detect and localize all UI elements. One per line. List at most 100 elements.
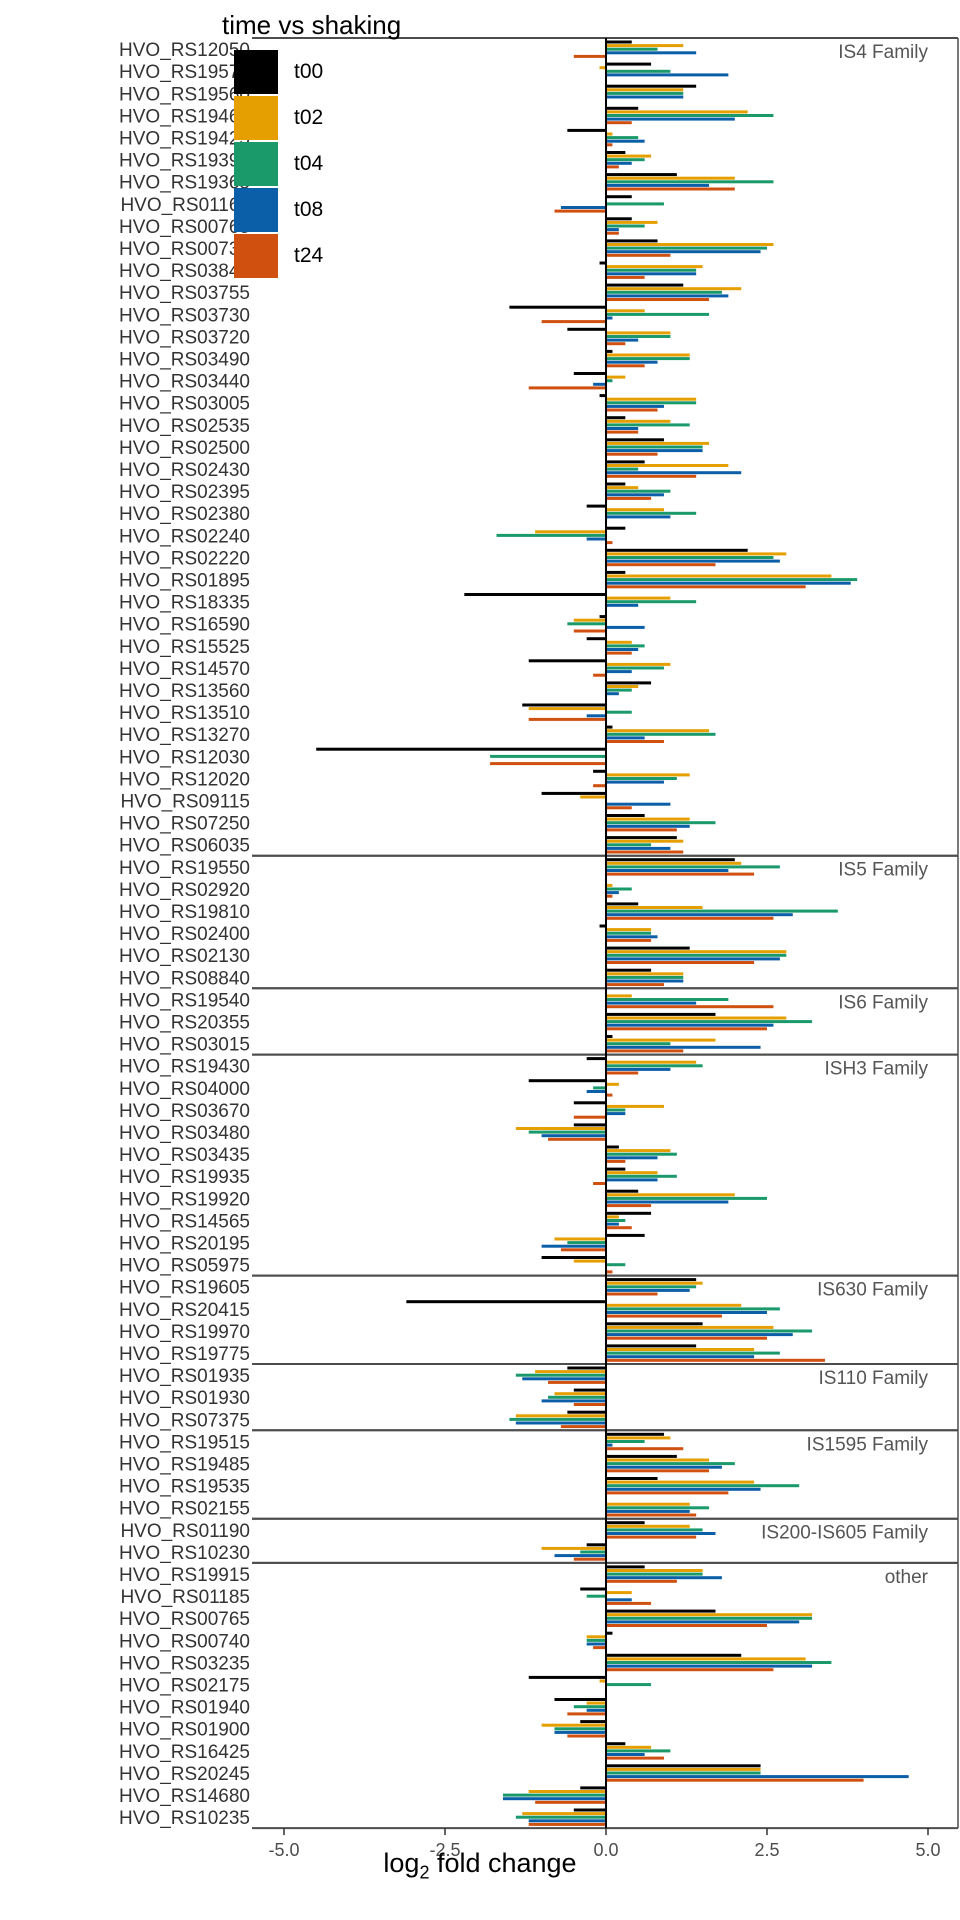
gene-label: HVO_RS03670 [119,1101,250,1122]
gene-label: HVO_RS19775 [119,1344,250,1365]
bar-t02 [554,1237,606,1241]
bar-t08 [606,1487,761,1491]
bar-t00 [573,1388,606,1392]
gene-label: HVO_RS03015 [119,1035,250,1056]
bar-t02 [606,1060,697,1064]
bar-t00 [606,1764,761,1768]
bar-t24 [606,850,684,854]
bar-t00 [599,261,606,265]
bar-t00 [606,526,626,530]
bar-t04 [606,887,632,891]
panel-label: IS200-IS605 Family [761,1523,928,1544]
bar-t24 [606,828,677,832]
bar-t04 [606,1484,800,1488]
bar-t08 [606,1465,722,1469]
bar-t04 [606,1683,652,1687]
bar-t02 [606,1303,742,1307]
bar-t00 [464,593,606,596]
bar-t08 [606,1001,697,1005]
bar-t24 [560,1425,606,1429]
bar-t24 [606,1491,729,1495]
bar-t24 [606,1358,825,1362]
bar-t02 [606,1104,664,1108]
bar-t00 [606,151,626,154]
bar-t24 [606,408,658,412]
bar-t24 [606,231,619,235]
bar-t08 [606,73,729,77]
x-axis-label-main: log [383,1848,420,1878]
gene-label: HVO_RS01190 [120,1521,250,1542]
bar-t00 [586,1543,606,1547]
bar-t24 [490,762,606,766]
bar-t08 [606,183,710,187]
bar-t00 [606,1211,652,1215]
bar-t02 [606,1082,619,1086]
bar-t24 [606,1314,722,1318]
bar-t02 [606,1193,735,1197]
bar-t24 [606,1601,652,1605]
bar-t24 [606,1336,767,1340]
bar-t04 [606,136,639,140]
bar-t00 [606,40,632,44]
gene-label: HVO_RS19430 [119,1057,250,1078]
gene-label: HVO_RS19460 [119,106,250,127]
gene-label: HVO_RS00765 [119,217,250,238]
bar-t02 [606,176,735,180]
x-tick-label: -2.5 [429,1840,460,1860]
gene-label: HVO_RS03435 [119,1145,250,1166]
gene-label: HVO_RS19560 [119,84,250,105]
bar-t04 [606,1329,813,1333]
gene-label: HVO_RS02400 [119,924,250,945]
bar-t02 [554,1392,606,1396]
bar-t00 [606,195,632,199]
bar-t08 [606,670,632,674]
gene-label: HVO_RS14680 [119,1786,250,1807]
gene-label: HVO_RS01930 [119,1388,250,1409]
bar-t04 [606,1219,626,1222]
bar-t00 [606,1233,645,1237]
bar-t04 [606,998,729,1001]
bar-t04 [606,401,697,405]
bar-t08 [606,581,851,585]
bar-t02 [606,1348,755,1351]
gene-label: HVO_RS01895 [119,570,250,591]
bar-t02 [606,839,684,843]
bar-t08 [593,382,606,386]
bar-t04 [606,821,716,825]
gene-label: HVO_RS13270 [119,725,250,746]
bar-t24 [606,342,626,346]
bar-t08 [606,957,780,961]
bar-t00 [606,1278,697,1282]
bar-t00 [606,349,613,353]
gene-label: HVO_RS01900 [119,1720,250,1741]
bar-t00 [522,703,606,707]
gene-label: HVO_RS16590 [119,615,250,636]
bar-t08 [606,1576,722,1580]
bar-t04 [496,533,606,537]
bar-t04 [554,1727,606,1731]
panel-label: IS6 Family [838,992,928,1013]
bar-t24 [535,1800,606,1804]
bar-t00 [606,814,645,817]
bar-t04 [573,1705,606,1709]
bar-t04 [606,578,858,582]
bar-t24 [606,452,658,456]
bar-t02 [606,596,671,600]
gene-label: HVO_RS01940 [119,1698,250,1719]
bar-t08 [606,1355,755,1359]
bar-t24 [573,629,606,633]
bar-t00 [606,1609,716,1613]
bar-t02 [606,154,652,158]
panel-label: IS630 Family [817,1280,928,1301]
bar-t24 [606,1270,613,1274]
bar-t08 [606,869,729,872]
bar-t08 [606,1045,761,1049]
bar-t08 [522,1377,606,1381]
bar-t24 [606,1049,684,1053]
bar-t02 [606,574,832,578]
bar-t24 [606,1027,767,1031]
bar-t24 [606,1071,639,1075]
panel-label: IS5 Family [838,860,928,881]
bar-t02 [606,110,748,114]
bar-t00 [580,1587,606,1591]
